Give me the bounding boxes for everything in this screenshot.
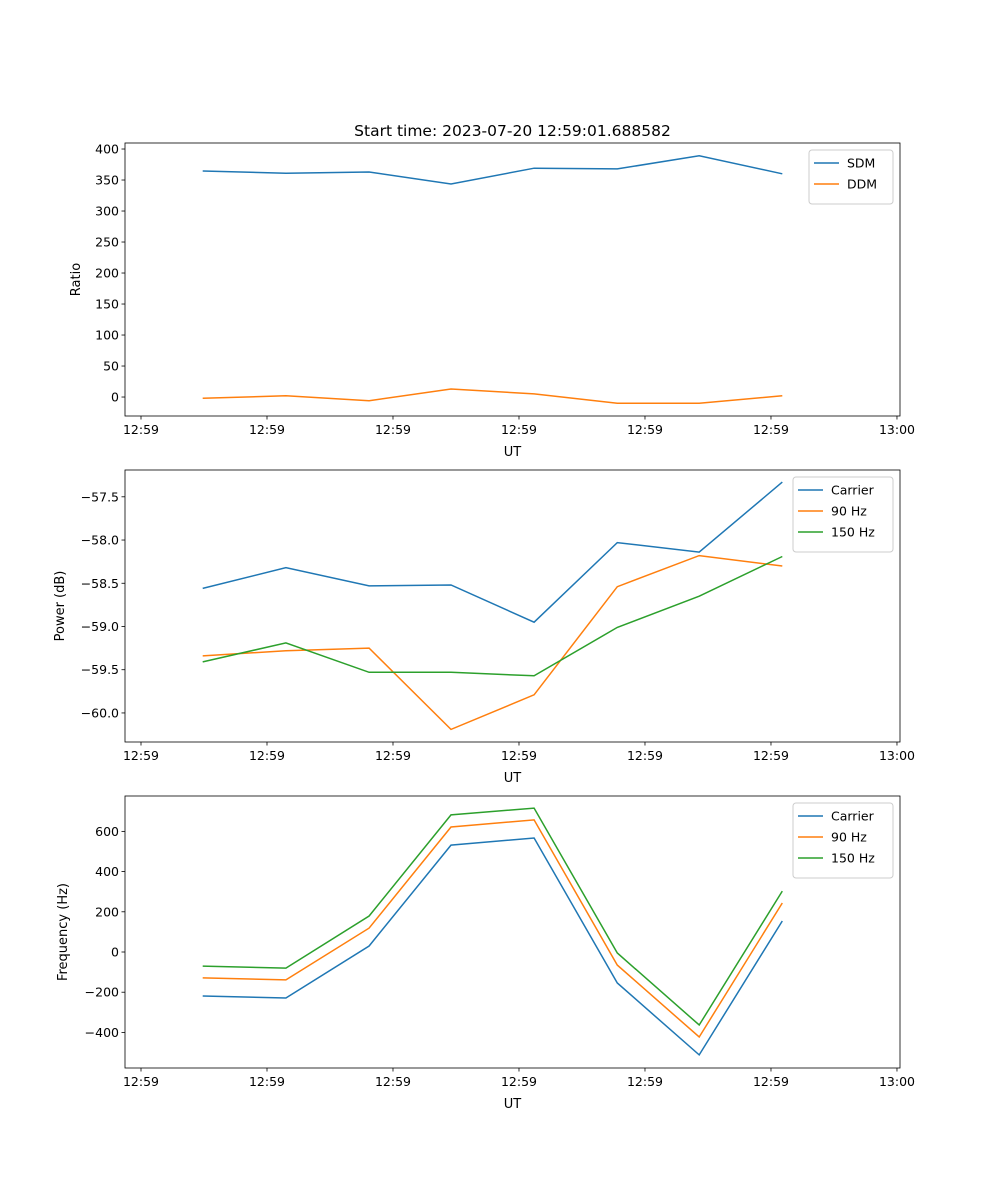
x-tick-label: 12:59: [501, 422, 537, 437]
axes-frame: [124, 142, 901, 417]
x-tick-label: 13:00: [879, 422, 915, 437]
legend-label: DDM: [847, 177, 877, 192]
y-tick-label: 400: [95, 142, 119, 157]
legend-label: SDM: [847, 156, 875, 171]
y-tick-label: 250: [95, 235, 119, 250]
y-axis-label: Ratio: [69, 263, 84, 296]
y-tick-label: 200: [95, 904, 119, 919]
x-tick-label: 13:00: [879, 1074, 915, 1089]
x-tick-label: 12:59: [249, 1074, 285, 1089]
legend-label: Carrier: [831, 809, 875, 824]
series-line-150-hz: [202, 555, 783, 677]
x-tick-label: 12:59: [753, 422, 789, 437]
series-line-90-hz: [202, 819, 783, 1039]
y-tick-label: 400: [95, 864, 119, 879]
axes-frame: [124, 469, 901, 743]
x-tick-label: 12:59: [375, 748, 411, 763]
legend: Carrier 90 Hz 150 Hz: [792, 476, 894, 553]
y-tick-label: −57.5: [81, 489, 119, 504]
y-tick-label: −59.5: [81, 662, 119, 677]
legend-box: [792, 802, 894, 879]
y-tick-label: 350: [95, 173, 119, 188]
series-line-90-hz: [202, 554, 783, 731]
y-axis-label: Power (dB): [53, 571, 68, 642]
y-tick-label: −60.0: [81, 705, 119, 720]
x-tick-label: 12:59: [249, 748, 285, 763]
x-tick-label: 12:59: [123, 748, 159, 763]
series-line-150-hz: [202, 807, 783, 1027]
y-tick-label: −200: [85, 985, 119, 1000]
subplot-2: 12:59 12:59 12:59 12:59 12:59 12:59 13:00 −60.0…: [53, 469, 915, 786]
y-tick-label: −59.0: [81, 619, 119, 634]
y-tick-label: −400: [85, 1025, 119, 1040]
x-tick-label: 12:59: [753, 1074, 789, 1089]
subplot-3: 12:59 12:59 12:59 12:59 12:59 12:59 13:00 −400 −…: [56, 795, 915, 1112]
series-line-ddm: [202, 388, 783, 404]
x-tick-label: 13:00: [879, 748, 915, 763]
x-tick-label: 12:59: [753, 748, 789, 763]
series-line-carrier: [202, 481, 783, 624]
series-line-sdm: [202, 155, 783, 185]
y-axis-label: Frequency (Hz): [56, 883, 71, 981]
legend-label: 150 Hz: [831, 851, 875, 866]
y-tick-label: −58.5: [81, 576, 119, 591]
x-tick-label: 12:59: [375, 1074, 411, 1089]
y-tick-label: 600: [95, 824, 119, 839]
chart-title: Start time: 2023-07-20 12:59:01.688582: [354, 122, 671, 140]
legend-label: 90 Hz: [831, 504, 867, 519]
axes-frame: [124, 795, 901, 1069]
y-tick-label: 0: [111, 390, 119, 405]
x-tick-label: 12:59: [123, 422, 159, 437]
y-tick-label: 200: [95, 266, 119, 281]
y-tick-label: 0: [111, 945, 119, 960]
legend: Carrier 90 Hz 150 Hz: [792, 802, 894, 879]
y-tick-label: −58.0: [81, 533, 119, 548]
x-tick-label: 12:59: [501, 1074, 537, 1089]
y-tick-label: 150: [95, 297, 119, 312]
series-line-carrier: [202, 837, 783, 1057]
y-tick-label: 300: [95, 204, 119, 219]
legend-label: 150 Hz: [831, 525, 875, 540]
legend-label: Carrier: [831, 483, 875, 498]
x-tick-label: 12:59: [249, 422, 285, 437]
x-tick-label: 12:59: [501, 748, 537, 763]
y-tick-label: 100: [95, 328, 119, 343]
x-tick-label: 12:59: [627, 748, 663, 763]
legend-box: [792, 476, 894, 553]
subplot-1: 12:59 12:59 12:59 12:59 12:59 12:59 13:00 0 50 10…: [69, 142, 915, 460]
legend-label: 90 Hz: [831, 830, 867, 845]
y-tick-label: 50: [103, 359, 119, 374]
x-tick-label: 12:59: [375, 422, 411, 437]
x-axis-label: UT: [504, 1097, 522, 1112]
x-tick-label: 12:59: [123, 1074, 159, 1089]
x-tick-label: 12:59: [627, 422, 663, 437]
x-axis-label: UT: [504, 445, 522, 460]
x-axis-label: UT: [504, 771, 522, 786]
x-tick-label: 12:59: [627, 1074, 663, 1089]
legend: SDM DDM: [808, 149, 894, 205]
